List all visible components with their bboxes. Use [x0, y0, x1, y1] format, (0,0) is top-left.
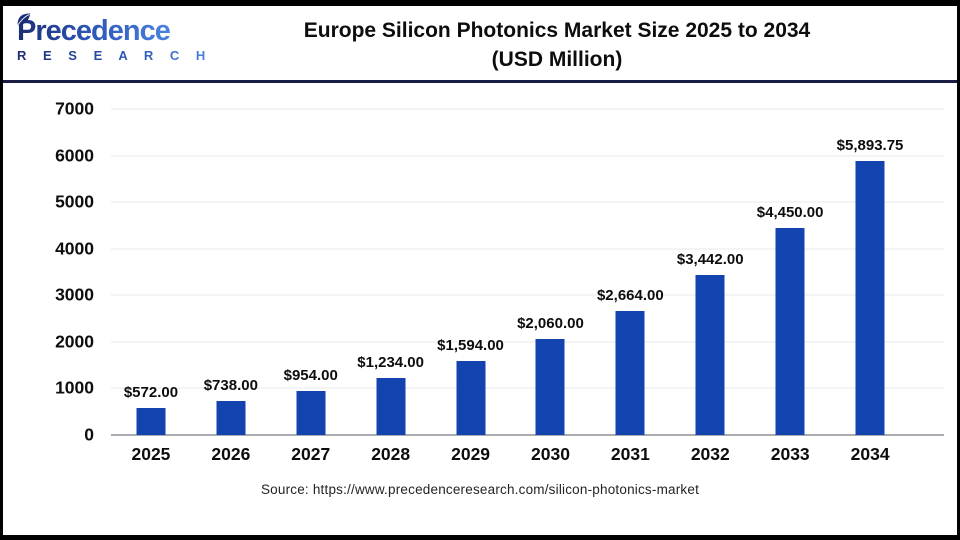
bar-2034	[855, 160, 885, 435]
y-axis: 0 1000 2000 3000 4000 5000 6000 7000	[4, 100, 94, 444]
bar-slot-2028: $1,234.00	[351, 109, 431, 435]
chart-title-line1: Europe Silicon Photonics Market Size 202…	[303, 19, 811, 42]
bar-2025	[136, 408, 166, 435]
value-label-2027: $954.00	[283, 366, 338, 384]
value-label-2032: $3,442.00	[676, 250, 744, 268]
gridline-7000	[111, 108, 944, 110]
gridline-1000	[111, 387, 944, 389]
bar-2027	[296, 390, 326, 435]
y-tick-label-4000: 4000	[55, 238, 94, 259]
y-tick-label-2000: 2000	[55, 331, 94, 352]
chart-region: 0 1000 2000 3000 4000 5000 6000 7000 $572.00 $73…	[3, 83, 957, 465]
x-tick-label-2034: 2034	[850, 444, 890, 464]
x-tick-label-2031: 2031	[610, 444, 650, 464]
footer: Source: https://www.precedenceresearch.c…	[3, 482, 957, 497]
value-label-2025: $572.00	[123, 384, 179, 402]
gridline-4000	[111, 248, 944, 250]
x-tick-label-2032: 2032	[690, 444, 730, 464]
value-label-2029: $1,594.00	[437, 336, 504, 354]
bar-slot-2034: $5,893.75	[830, 109, 910, 435]
y-tick-label-6000: 6000	[55, 145, 94, 166]
bar-2030	[535, 339, 565, 435]
bar-2028	[376, 377, 406, 435]
value-label-2034: $5,893.75	[836, 136, 904, 154]
y-tick-label-0: 0	[84, 424, 94, 445]
x-axis-line	[111, 434, 944, 436]
bar-2031	[615, 310, 645, 435]
bar-2029	[456, 360, 486, 435]
bar-slot-2033: $4,450.00	[750, 109, 830, 435]
bar-slot-2030: $2,060.00	[511, 109, 591, 435]
x-tick-label-2027: 2027	[291, 444, 331, 464]
bar-slot-2026: $738.00	[191, 109, 271, 435]
header: Precedence R E S E A R C H Europe Silico…	[3, 6, 957, 80]
x-tick-label-2025: 2025	[131, 444, 171, 464]
value-label-2026: $738.00	[203, 376, 258, 394]
value-label-2030: $2,060.00	[517, 315, 584, 333]
precedence-research-logo: Precedence R E S E A R C H	[3, 6, 215, 80]
y-tick-label-1000: 1000	[55, 377, 94, 398]
value-label-2031: $2,664.00	[596, 286, 664, 304]
value-label-2028: $1,234.00	[357, 353, 424, 371]
bar-slot-2032: $3,442.00	[670, 109, 750, 435]
x-tick-label-2026: 2026	[211, 444, 251, 464]
x-tick-label-2033: 2033	[770, 444, 810, 464]
y-tick-label-3000: 3000	[55, 284, 94, 305]
bar-2032	[695, 274, 725, 435]
bar-2033	[775, 227, 805, 435]
bar-slot-2027: $954.00	[271, 109, 351, 435]
bar-2026	[216, 400, 246, 435]
y-tick-label-5000: 5000	[55, 191, 94, 212]
x-tick-label-2030: 2030	[531, 444, 570, 464]
gridline-3000	[111, 294, 944, 296]
chart-title: Europe Silicon Photonics Market Size 202…	[215, 6, 957, 80]
x-axis-labels: 2025 2026 2027 2028 2029 2030 2031 2032 2033 2034	[111, 435, 910, 465]
logo-subtext: R E S E A R C H	[17, 48, 212, 63]
bar-slot-2029: $1,594.00	[431, 109, 511, 435]
logo-wordmark: Precedence	[17, 15, 171, 47]
bar-slot-2025: $572.00	[111, 109, 191, 435]
gridline-5000	[111, 201, 944, 203]
x-tick-label-2029: 2029	[451, 444, 491, 464]
gridline-2000	[111, 341, 944, 343]
x-tick-label-2028: 2028	[371, 444, 411, 464]
y-tick-label-7000: 7000	[55, 98, 94, 119]
gridline-6000	[111, 155, 944, 157]
source-text: Source: https://www.precedenceresearch.c…	[260, 482, 700, 497]
leaf-icon	[17, 13, 31, 26]
plot-area: 0 1000 2000 3000 4000 5000 6000 7000 $572.00 $73…	[55, 100, 944, 443]
bars-container: $572.00 $738.00 $954.00 $1,234.00 $1,594.00 $…	[111, 109, 910, 435]
chart-title-line2: (USD Million)	[491, 48, 623, 71]
header-divider	[3, 80, 957, 83]
bar-slot-2031: $2,664.00	[590, 109, 670, 435]
value-label-2033: $4,450.00	[756, 203, 824, 221]
